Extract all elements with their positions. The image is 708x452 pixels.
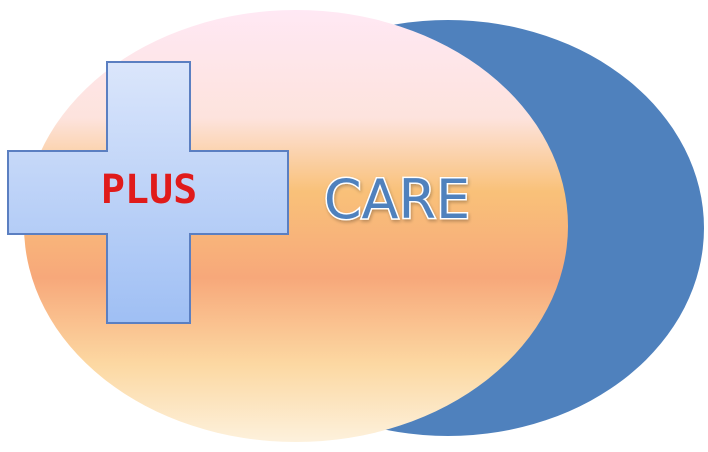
plus-label: PLUS: [101, 167, 197, 213]
care-label: CARE: [324, 168, 470, 231]
